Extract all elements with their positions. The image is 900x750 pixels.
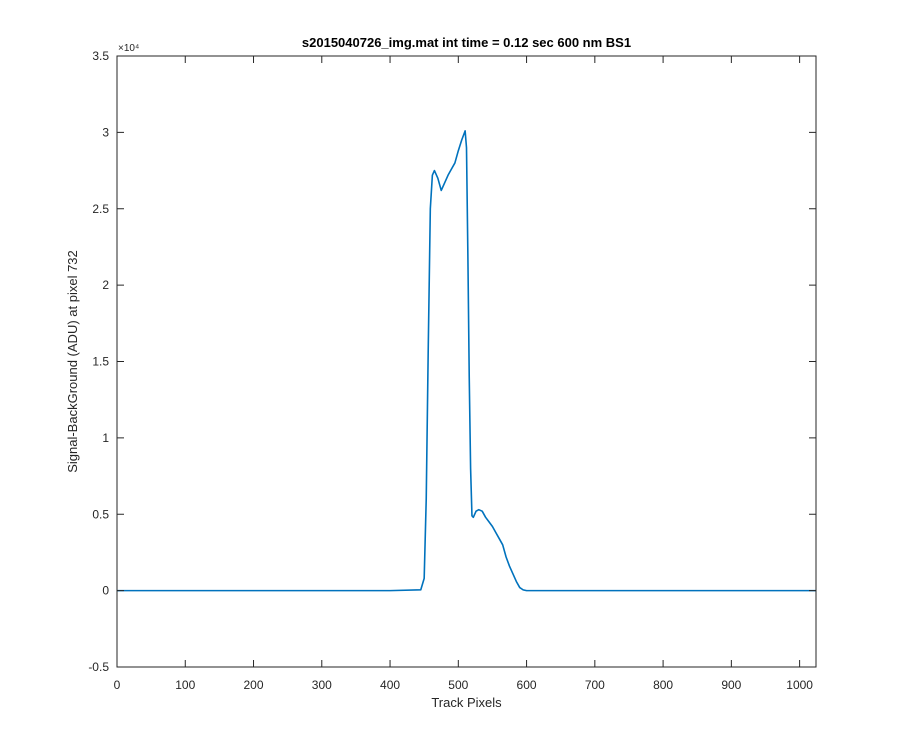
- y-tick-label: 1.5: [92, 355, 109, 369]
- y-tick-label: 3: [102, 125, 109, 139]
- y-tick-label: 2.5: [92, 202, 109, 216]
- y-axis-exponent-label: ×10⁴: [118, 43, 139, 54]
- y-tick-label: 1: [102, 431, 109, 445]
- plot-content: [117, 130, 816, 592]
- series-line: [117, 130, 816, 592]
- chart-title: s2015040726_img.mat int time = 0.12 sec …: [302, 35, 631, 50]
- y-axis-label: Signal-BackGround (ADU) at pixel 732: [65, 250, 80, 473]
- x-tick-label: 700: [585, 678, 605, 692]
- x-axis-label: Track Pixels: [431, 695, 502, 710]
- y-tick-label: 3.5: [92, 49, 109, 63]
- x-tick-label: 1000: [786, 678, 813, 692]
- x-tick-label: 900: [721, 678, 741, 692]
- x-tick-label: 600: [517, 678, 537, 692]
- y-tick-label: 0: [102, 584, 109, 598]
- x-tick-label: 200: [244, 678, 264, 692]
- axes-box: [116, 55, 817, 668]
- x-tick-label: 400: [380, 678, 400, 692]
- y-tick-label: 2: [102, 278, 109, 292]
- tick-labels: 0 100 200 300 400 500 600 700 800 900 1000 -0.5 0 0.5…: [88, 49, 813, 692]
- y-tick-label: -0.5: [88, 660, 109, 674]
- y-tick-label: 0.5: [92, 507, 109, 521]
- x-tick-label: 800: [653, 678, 673, 692]
- x-tick-label: 0: [114, 678, 121, 692]
- x-tick-label: 500: [448, 678, 468, 692]
- x-tick-label: 300: [312, 678, 332, 692]
- x-tick-label: 100: [175, 678, 195, 692]
